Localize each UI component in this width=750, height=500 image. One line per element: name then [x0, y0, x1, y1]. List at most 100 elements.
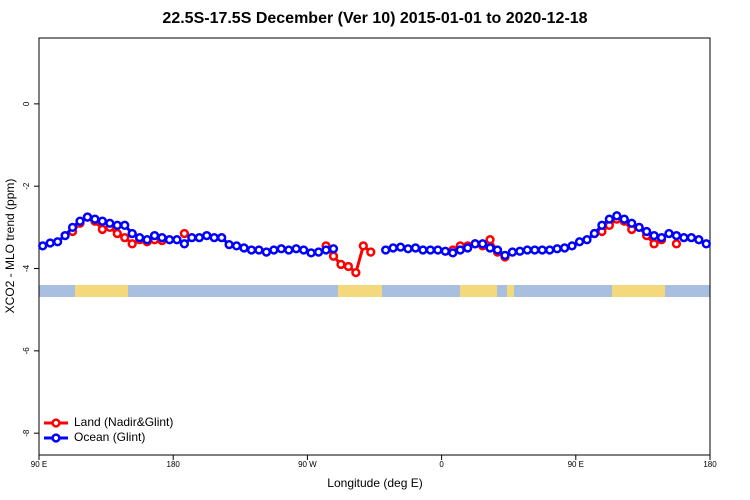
- x-tick-label: 180: [703, 460, 717, 469]
- data-point: [507, 247, 518, 257]
- legend-label: Ocean (Glint): [74, 430, 145, 444]
- y-tick-label: -2: [22, 182, 31, 190]
- surface-band: [39, 285, 710, 297]
- data-point: [634, 222, 644, 233]
- data-point: [388, 243, 398, 253]
- data-point: [82, 212, 93, 222]
- data-point: [552, 244, 562, 254]
- x-axis-label: Longitude (deg E): [327, 476, 422, 490]
- data-point: [67, 222, 78, 233]
- data-point: [567, 241, 577, 251]
- data-point: [500, 250, 510, 261]
- data-point: [284, 245, 294, 255]
- data-point: [619, 214, 629, 224]
- data-point: [231, 241, 242, 251]
- land-band: [338, 285, 382, 297]
- data-point: [351, 267, 361, 278]
- data-point: [597, 220, 607, 230]
- x-tick-label: 0: [439, 460, 444, 469]
- data-point: [679, 232, 689, 243]
- land-band: [507, 285, 514, 297]
- data-point: [135, 232, 145, 243]
- y-tick-label: 0: [22, 101, 31, 106]
- data-point: [395, 242, 406, 252]
- data-point: [612, 211, 622, 221]
- data-point: [627, 218, 637, 228]
- data-point: [38, 241, 48, 251]
- data-point: [537, 245, 547, 255]
- data-point: [485, 243, 495, 253]
- data-point: [127, 239, 137, 249]
- land-band: [75, 285, 128, 297]
- data-point: [187, 232, 197, 243]
- land-band: [612, 285, 665, 297]
- land-band: [460, 285, 497, 297]
- x-tick-label: 90 E: [568, 460, 584, 469]
- data-point: [328, 251, 339, 261]
- data-point: [485, 235, 495, 245]
- data-point: [291, 244, 301, 254]
- data-point: [60, 230, 70, 241]
- data-point: [194, 232, 204, 243]
- data-point: [328, 244, 339, 254]
- data-point: [224, 239, 234, 250]
- data-point: [202, 230, 212, 241]
- data-point: [254, 245, 264, 255]
- data-point: [545, 245, 555, 255]
- data-point: [209, 232, 219, 243]
- data-point: [463, 243, 473, 253]
- data-point: [321, 245, 331, 255]
- y-tick-label: -4: [22, 264, 31, 272]
- data-point: [157, 232, 167, 243]
- data-point: [127, 228, 137, 239]
- data-point: [477, 239, 488, 249]
- data-point: [641, 226, 652, 237]
- data-point: [164, 235, 175, 245]
- data-point: [418, 245, 428, 255]
- data-point: [179, 228, 190, 239]
- data-point: [112, 228, 122, 239]
- data-point: [179, 239, 190, 249]
- data-point: [120, 232, 130, 243]
- data-point: [52, 237, 63, 247]
- data-point: [656, 232, 667, 243]
- data-point: [664, 228, 674, 239]
- data-point: [671, 239, 682, 249]
- data-point: [649, 230, 659, 241]
- data-point: [105, 218, 115, 228]
- y-tick-label: -6: [22, 347, 31, 355]
- data-point: [671, 230, 682, 241]
- data-point: [261, 247, 272, 257]
- data-point: [306, 248, 316, 258]
- data-point: [239, 243, 249, 253]
- data-point: [686, 232, 697, 243]
- legend-marker: [51, 418, 61, 428]
- data-point: [582, 235, 592, 245]
- x-tick-label: 180: [167, 460, 181, 469]
- data-point: [381, 245, 391, 255]
- data-point: [269, 245, 279, 255]
- legend-label: Land (Nadir&Glint): [74, 415, 173, 429]
- chart-title: 22.5S-17.5S December (Ver 10) 2015-01-01…: [162, 10, 587, 27]
- data-point: [313, 247, 324, 257]
- y-axis-label: XCO2 - MLO trend (ppm): [3, 179, 17, 314]
- data-point: [515, 246, 525, 256]
- data-point: [120, 220, 130, 230]
- data-point: [366, 247, 376, 257]
- data-point: [574, 237, 585, 247]
- data-point: [448, 248, 458, 258]
- data-point: [149, 230, 160, 241]
- data-point: [97, 224, 108, 235]
- y-tick-label: -8: [22, 429, 31, 437]
- data-point: [97, 216, 108, 226]
- data-point: [90, 214, 100, 224]
- data-point: [530, 245, 540, 255]
- data-point: [75, 216, 85, 226]
- data-point: [701, 239, 711, 249]
- data-point: [522, 245, 532, 255]
- plot-frame: [38, 37, 711, 456]
- data-point: [492, 245, 503, 255]
- legend-marker: [51, 433, 61, 443]
